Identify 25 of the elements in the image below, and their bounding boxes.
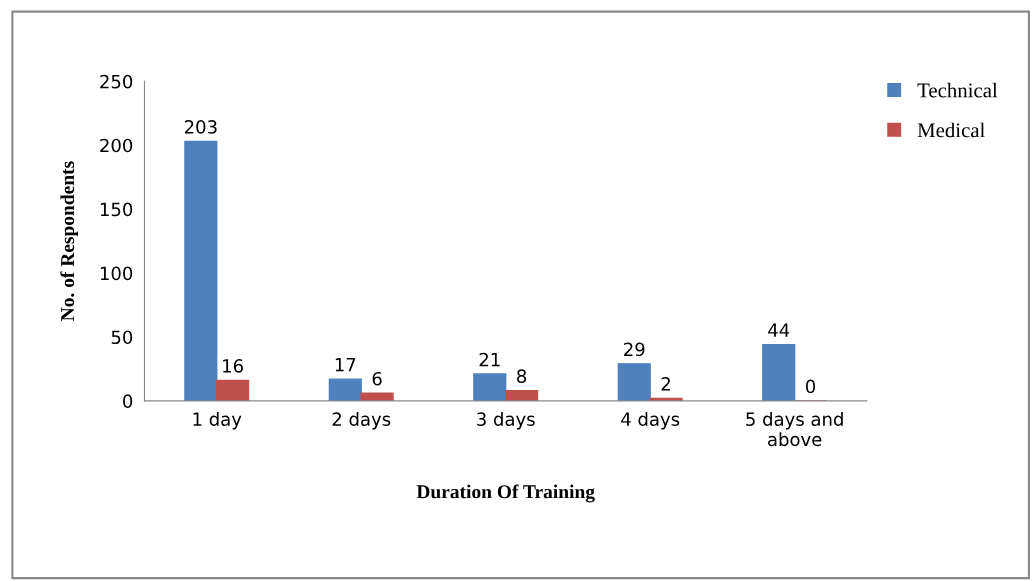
- data-label: 44: [768, 323, 790, 337]
- y-tick-label: 150: [100, 202, 133, 217]
- data-label: 21: [479, 352, 500, 367]
- y-tick-label: 100: [100, 266, 133, 281]
- data-label: 8: [517, 369, 527, 383]
- y-tick-label: 200: [100, 138, 133, 153]
- data-label: 203: [184, 120, 217, 134]
- x-tick-label: 4 days: [621, 412, 680, 430]
- data-label: 2: [661, 377, 670, 391]
- data-label: 29: [624, 342, 645, 357]
- x-tick-label: 1 day: [193, 412, 242, 430]
- legend-label: Medical: [917, 122, 985, 138]
- data-label: 16: [223, 359, 243, 373]
- x-axis-title: Duration Of Training: [416, 484, 595, 503]
- y-axis-title: No. of Respondents: [60, 161, 79, 321]
- data-label: 17: [335, 358, 356, 372]
- y-tick-label: 0: [123, 394, 133, 409]
- data-label: 0: [805, 379, 816, 394]
- y-tick-label: 250: [100, 74, 133, 89]
- data-label: 6: [372, 371, 382, 386]
- x-tick-label: 3 days: [477, 412, 535, 430]
- legend-label: Technical: [917, 82, 998, 98]
- x-tick-label: 2 days: [332, 412, 391, 430]
- y-tick-label: 50: [111, 330, 133, 345]
- x-tick-label: 5 days and above: [746, 412, 843, 447]
